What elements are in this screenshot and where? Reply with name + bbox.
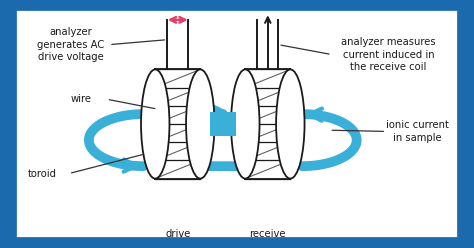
Text: drive: drive [165,229,191,239]
Bar [246,69,290,179]
Text: ionic current
in sample: ionic current in sample [386,120,448,143]
Text: analyzer measures
current induced in
the receive coil: analyzer measures current induced in the… [341,37,436,72]
Bar [155,69,200,179]
Ellipse shape [231,69,259,179]
Text: receive: receive [249,229,286,239]
Ellipse shape [186,69,215,179]
Text: analyzer
generates AC
drive voltage: analyzer generates AC drive voltage [37,27,105,62]
Text: toroid: toroid [28,169,57,179]
Text: wire: wire [70,94,91,104]
Bar [210,112,236,136]
Ellipse shape [276,69,304,179]
Ellipse shape [141,69,170,179]
